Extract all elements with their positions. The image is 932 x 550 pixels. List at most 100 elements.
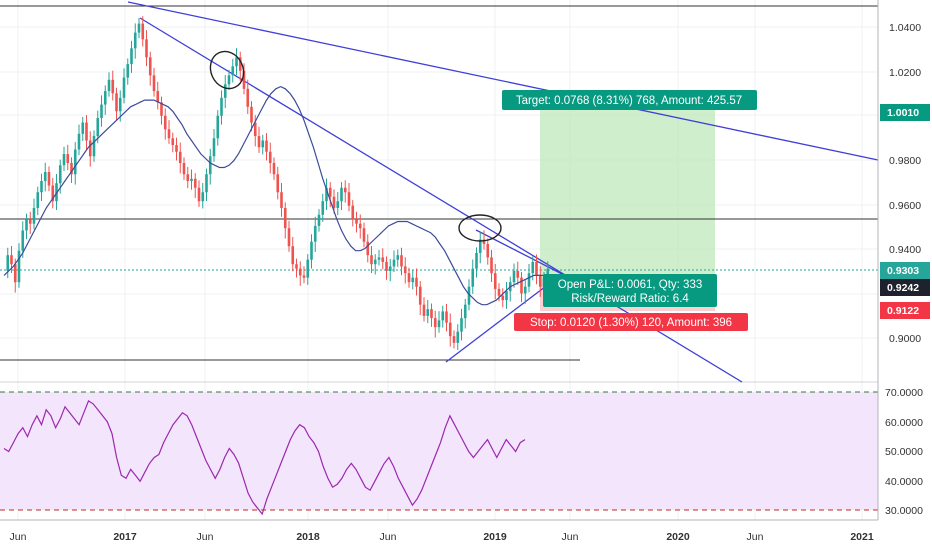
candle-body [291, 246, 295, 265]
candle-body [265, 140, 268, 152]
candle-body [62, 154, 66, 166]
open-pnl-label: Open P&L: 0.0061, Qty: 333 [558, 279, 703, 291]
rsi-tick-label: 70.0000 [885, 387, 923, 399]
candle-body [152, 75, 156, 92]
price-tag-entry-label: 0.9242 [887, 282, 919, 294]
candle-body [448, 322, 452, 337]
price-tick-label: 0.9000 [889, 333, 921, 345]
candle-body [66, 154, 70, 164]
candle-body [478, 239, 482, 253]
candle-body [77, 133, 81, 150]
candle-body [85, 122, 88, 141]
price-tick-label: 0.9800 [889, 155, 921, 167]
candle-body [516, 270, 520, 278]
candle-body [452, 336, 456, 343]
price-tag-target [880, 104, 930, 121]
price-tick-label: 0.9400 [889, 244, 921, 256]
candle-body [223, 84, 227, 98]
candle-body [32, 207, 36, 224]
rsi-tick-labels: 70.0000 60.0000 50.0000 40.0000 30.0000 [885, 387, 923, 517]
candle-body [302, 275, 306, 278]
candle-body [163, 115, 167, 130]
candle-body [92, 136, 96, 157]
candle-body [178, 151, 182, 164]
candle-body [347, 192, 351, 206]
profit-zone [540, 110, 715, 282]
candle-body [467, 286, 471, 305]
rsi-tick-label: 40.0000 [885, 476, 923, 488]
candle-body [295, 264, 298, 269]
time-label: 2020 [666, 531, 690, 543]
candle-body [396, 255, 400, 260]
candle-body [100, 104, 103, 119]
candle-body [433, 318, 437, 328]
candle-body [220, 97, 223, 116]
candle-body [148, 57, 152, 76]
price-tick-label: 0.9600 [889, 200, 921, 212]
price-tag-entry [880, 279, 930, 296]
candle-body [546, 268, 550, 278]
candle-body [426, 309, 430, 316]
candle-body [111, 79, 115, 94]
candle-body [167, 129, 171, 139]
price-tick-label: 1.0400 [889, 22, 921, 34]
candle-body [298, 268, 302, 276]
candle-body [156, 91, 160, 103]
candle-body [182, 163, 186, 175]
price-tag-stop [880, 302, 930, 319]
candle-body [205, 174, 208, 193]
candle-body [460, 318, 463, 332]
candle-body [373, 259, 377, 265]
candle-body [392, 259, 396, 267]
time-label: 2021 [850, 531, 874, 543]
candle-body [201, 192, 205, 202]
candle-body [227, 75, 231, 85]
candle-body [190, 178, 193, 181]
price-tags: 1.0010 0.9303 0.9242 0.9122 [880, 104, 930, 319]
candle-body [475, 252, 478, 269]
candle-body [246, 88, 250, 107]
candle-body [6, 255, 10, 271]
candle-body [126, 64, 130, 78]
candle-body [381, 257, 385, 262]
candle-body [512, 270, 516, 283]
candle-body [493, 273, 497, 289]
time-label: 2018 [296, 531, 320, 543]
trendline-long [127, 1, 879, 161]
risk-reward-label: Risk/Reward Ratio: 6.4 [571, 293, 689, 305]
candle-body [186, 174, 190, 181]
candle-body [490, 257, 493, 274]
candle-body [133, 32, 137, 49]
candle-body [122, 77, 126, 98]
time-label: Jun [197, 531, 214, 543]
candle-body [96, 118, 100, 137]
rsi-line [3, 400, 526, 516]
candle-body [400, 255, 403, 267]
target-label-box: Target: 0.0768 (8.31%) 768, Amount: 425.… [502, 90, 757, 110]
price-tag-target-label: 1.0010 [887, 107, 919, 119]
candle-body [415, 277, 418, 287]
candle-body [362, 228, 366, 242]
candle-body [73, 149, 77, 175]
candle-body [523, 286, 527, 294]
candle-body [321, 201, 325, 215]
candle-body [115, 93, 118, 112]
candle-body [47, 172, 51, 186]
candle-body [445, 311, 448, 323]
candle-body [268, 151, 272, 164]
candle-body [325, 187, 328, 202]
candle-body [366, 241, 370, 256]
candle-body [310, 241, 313, 260]
candle-body [358, 223, 362, 229]
candle-body [28, 219, 32, 224]
candle-body [272, 163, 276, 175]
time-label: 2017 [113, 531, 137, 543]
candle-body [317, 214, 321, 226]
candle-body [88, 140, 92, 157]
candle-body [482, 239, 486, 244]
candle-body [145, 39, 148, 58]
time-label: Jun [747, 531, 764, 543]
candle-body [118, 97, 122, 112]
candle-body [355, 219, 358, 224]
